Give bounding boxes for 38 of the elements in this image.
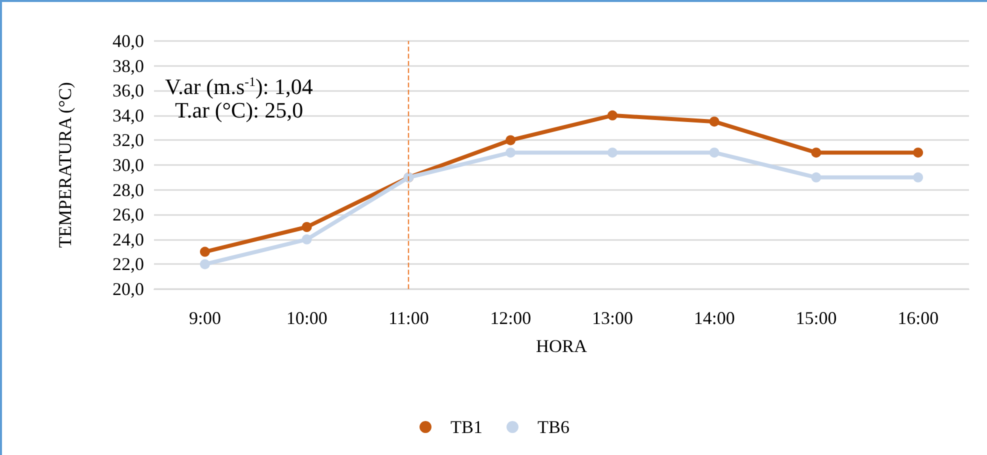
- x-tick-label: 15:00: [796, 308, 837, 328]
- point: [811, 148, 822, 158]
- y-tick-label: 20,0: [112, 279, 144, 299]
- x-tick-label: 12:00: [490, 308, 532, 328]
- y-tick-label: 38,0: [112, 56, 144, 76]
- y-tick-label: 22,0: [112, 254, 144, 274]
- point: [200, 259, 210, 270]
- point: [913, 172, 924, 182]
- point: [506, 135, 516, 146]
- point: [302, 234, 312, 244]
- x-tick-label: 9:00: [188, 308, 221, 328]
- y-tick-label: 34,0: [112, 105, 144, 126]
- legend-label: TB6: [538, 417, 570, 437]
- y-tick-label: 32,0: [112, 130, 144, 150]
- x-tick-label: 10:00: [286, 308, 328, 328]
- y-tick-label: 40,0: [112, 31, 144, 51]
- x-tick-label: 16:00: [898, 308, 939, 328]
- x-tick-label: 14:00: [694, 308, 735, 328]
- point: [607, 110, 618, 120]
- point: [607, 148, 618, 158]
- point: [709, 116, 720, 127]
- x-axis-title: HORA: [536, 336, 588, 356]
- y-tick-label: 36,0: [112, 80, 144, 101]
- y-axis-title: TEMPERATURA (°C): [55, 82, 75, 248]
- x-tick-label: 13:00: [592, 308, 633, 328]
- y-tick-label: 28,0: [112, 180, 144, 200]
- point: [709, 148, 720, 158]
- y-tick-label: 26,0: [112, 204, 144, 225]
- legend-label: TB1: [450, 417, 483, 437]
- point: [506, 148, 516, 158]
- point: [200, 246, 210, 257]
- point: [811, 172, 822, 182]
- annotation: T.ar (°C): 25,0: [175, 98, 304, 122]
- y-tick-label: 30,0: [112, 155, 144, 175]
- x-tick-label: 11:00: [388, 308, 429, 328]
- y-tick-label: 24,0: [112, 229, 144, 250]
- point: [302, 222, 312, 232]
- point: [913, 148, 924, 158]
